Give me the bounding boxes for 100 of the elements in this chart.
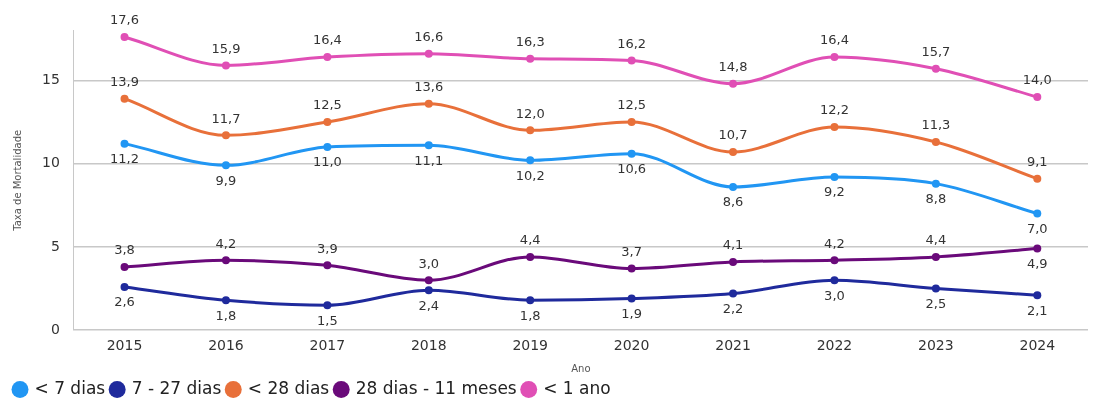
data-label: 16,6 <box>414 29 444 45</box>
point <box>1033 209 1042 218</box>
point <box>729 147 738 156</box>
point <box>424 99 433 108</box>
data-label: 2,1 <box>1026 302 1048 318</box>
data-label: 3,0 <box>824 287 845 303</box>
data-label: 12,5 <box>312 97 342 113</box>
data-label: 11,1 <box>414 152 444 168</box>
point <box>729 182 738 191</box>
point <box>627 264 636 273</box>
data-label: 3,7 <box>621 243 642 259</box>
legend-label: < 1 ano <box>543 377 611 398</box>
data-label: 2,4 <box>418 297 440 313</box>
point <box>729 257 738 266</box>
data-label: 1,5 <box>317 312 338 328</box>
y-tick-label: 5 <box>50 237 60 254</box>
point <box>424 286 433 295</box>
data-label: 10,7 <box>718 127 748 143</box>
point <box>323 142 332 151</box>
data-label: 11,2 <box>110 151 139 167</box>
x-tick-label: 2015 <box>106 337 143 354</box>
point <box>729 289 738 298</box>
point <box>627 56 636 65</box>
x-tick-label: 2023 <box>918 337 954 354</box>
data-label: 2,5 <box>925 295 947 311</box>
data-label: 16,4 <box>312 32 342 48</box>
data-label: 9,1 <box>1026 154 1048 170</box>
x-tick-label: 2017 <box>309 337 346 354</box>
data-label: 3,9 <box>317 240 338 256</box>
data-label: 11,0 <box>312 154 342 170</box>
data-label: 9,9 <box>215 172 237 188</box>
point <box>221 131 230 140</box>
y-axis-title: Taxa de Mortalidade <box>11 129 23 232</box>
point <box>931 137 940 146</box>
x-tick-label: 2018 <box>410 337 447 354</box>
data-label: 12,2 <box>819 102 849 118</box>
point <box>221 61 230 70</box>
legend-label: 7 - 27 dias <box>131 377 222 398</box>
data-label: 2,6 <box>114 294 135 310</box>
point <box>1033 174 1042 183</box>
data-label: 1,9 <box>621 305 642 321</box>
data-label: 4,9 <box>1026 255 1048 271</box>
legend-label: 28 dias - 11 meses <box>355 377 517 398</box>
data-label: 15,9 <box>211 40 241 56</box>
point <box>526 54 535 63</box>
point <box>221 296 230 305</box>
point <box>221 256 230 265</box>
x-tick-label: 2019 <box>512 337 549 354</box>
point <box>526 156 535 165</box>
point <box>729 79 738 88</box>
legend-label: < 7 dias <box>34 377 106 398</box>
point <box>424 141 433 150</box>
data-label: 4,2 <box>824 235 845 251</box>
data-label: 12,0 <box>515 105 545 121</box>
data-label: 14,0 <box>1022 72 1052 88</box>
data-label: 1,8 <box>519 307 541 323</box>
point <box>526 296 535 305</box>
point <box>221 161 230 170</box>
data-label: 15,7 <box>921 44 951 60</box>
x-tick-label: 2020 <box>613 337 650 354</box>
point <box>323 118 332 127</box>
point <box>931 179 940 188</box>
point <box>627 294 636 303</box>
y-tick-label: 0 <box>50 320 60 337</box>
x-tick-label: 2021 <box>715 337 751 354</box>
data-label: 16,2 <box>617 35 647 51</box>
data-label: 4,4 <box>519 232 541 248</box>
point <box>931 252 940 261</box>
data-label: 14,8 <box>718 59 748 75</box>
point <box>1033 291 1042 300</box>
point <box>526 126 535 135</box>
data-label: 10,2 <box>515 167 545 183</box>
data-label: 2,2 <box>722 300 744 316</box>
data-label: 4,4 <box>925 232 947 248</box>
point <box>120 33 129 42</box>
x-tick-label: 2024 <box>1019 337 1056 354</box>
point <box>323 301 332 310</box>
y-tick-label: 15 <box>41 71 60 88</box>
legend-label: < 28 dias <box>247 377 330 398</box>
data-label: 3,0 <box>418 255 440 271</box>
data-label: 4,2 <box>215 235 237 251</box>
data-label: 13,6 <box>414 79 444 95</box>
point <box>526 252 535 261</box>
data-label: 9,2 <box>824 184 845 200</box>
x-tick-label: 2022 <box>816 337 853 354</box>
point <box>830 53 839 62</box>
point <box>1033 244 1042 253</box>
point <box>120 262 129 271</box>
data-label: 16,3 <box>515 34 545 50</box>
point <box>120 139 129 148</box>
point <box>830 256 839 265</box>
data-label: 4,1 <box>722 237 744 253</box>
point <box>424 49 433 58</box>
data-label: 7,0 <box>1026 220 1048 236</box>
data-label: 17,6 <box>110 12 139 28</box>
data-label: 8,8 <box>925 191 947 207</box>
data-label: 10,6 <box>617 161 647 177</box>
data-label: 11,3 <box>921 117 951 133</box>
point <box>323 53 332 62</box>
data-label: 13,9 <box>110 74 139 90</box>
